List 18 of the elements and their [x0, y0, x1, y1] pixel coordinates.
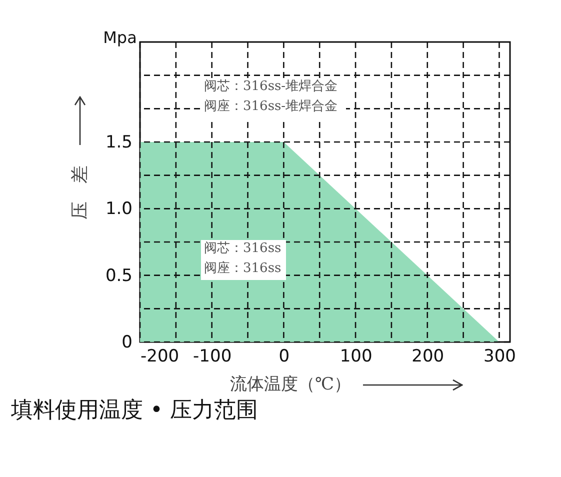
y-tick-label: 1.5	[105, 132, 132, 152]
y-tick-label: 1.0	[105, 199, 132, 220]
x-tick-label: 0	[278, 346, 290, 366]
x-tick-label: -200	[140, 346, 180, 366]
x-tick-label: 100	[340, 346, 372, 366]
y-tick-label: 0	[122, 332, 132, 352]
text: 填料使用温度 • 压力范围	[10, 398, 258, 423]
y-axis-title: 压 差	[69, 166, 90, 220]
annotation: 阀座：316ss	[204, 260, 282, 276]
x-axis-title: 流体温度（℃）	[230, 374, 352, 394]
annotation: 阀芯：316ss-堆焊合金	[204, 79, 338, 94]
x-tick-label: -100	[193, 346, 232, 366]
annotation: 阀芯：316ss	[204, 241, 282, 256]
x-tick-label: 200	[412, 346, 444, 366]
x-tick-label: 300	[483, 346, 516, 366]
annotation: 阀座：316ss-堆焊合金	[204, 98, 338, 114]
text: Mpa	[103, 28, 137, 47]
y-tick-label: 0.5	[105, 266, 132, 286]
